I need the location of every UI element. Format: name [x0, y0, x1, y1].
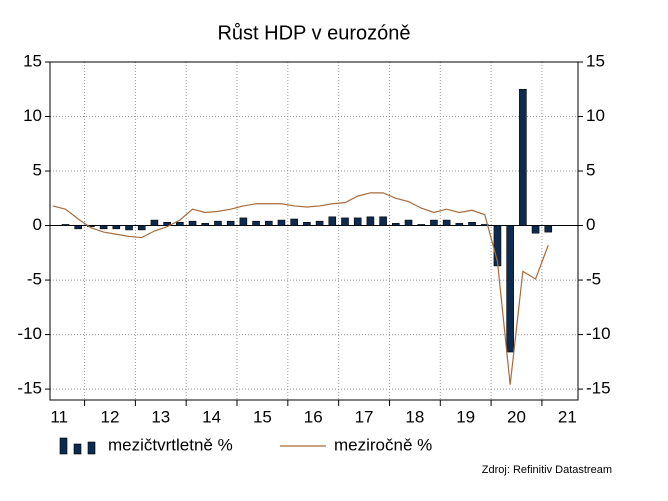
x-tick-label: 12	[101, 407, 120, 426]
legend-label: mezičtvrtletně %	[108, 435, 233, 454]
y-tick-label: -15	[17, 379, 42, 398]
x-tick-label: 18	[405, 407, 424, 426]
bar	[74, 225, 82, 230]
bar	[404, 219, 413, 226]
bar	[188, 220, 197, 226]
bar	[341, 217, 349, 226]
bar	[264, 220, 273, 226]
legend-label: meziročně %	[334, 435, 432, 454]
legend-swatch	[73, 443, 82, 455]
x-tick-label: 16	[304, 407, 323, 426]
x-tick-label: 17	[355, 407, 374, 426]
bar	[137, 225, 146, 231]
x-tick-label: 14	[202, 407, 221, 426]
x-tick-label: 15	[253, 407, 272, 426]
bar	[392, 223, 400, 226]
bar	[150, 219, 159, 226]
y-tick-label: -5	[27, 270, 42, 289]
bar	[87, 225, 95, 227]
y2-tick-label: -15	[586, 379, 611, 398]
line	[52, 192, 549, 385]
y2-tick-label: -10	[586, 324, 611, 343]
y2-tick-label: -5	[586, 270, 601, 289]
y-tick-label: 0	[33, 215, 42, 234]
bar	[531, 225, 540, 234]
legend-swatch	[59, 437, 68, 455]
y2-tick-label: 10	[586, 106, 605, 125]
y2-tick-label: 15	[586, 51, 605, 70]
bar	[112, 225, 121, 230]
bar	[328, 216, 337, 226]
source-note: Zdroj: Refinitiv Datastream	[482, 464, 612, 476]
y2-tick-label: 0	[586, 215, 595, 234]
bar	[252, 220, 260, 226]
bar	[163, 221, 171, 226]
bar	[430, 219, 438, 226]
bar	[176, 221, 184, 226]
bar	[201, 223, 210, 226]
bar	[468, 221, 476, 226]
bar	[303, 221, 311, 226]
bar	[125, 225, 133, 231]
bar	[61, 224, 70, 226]
bar	[226, 220, 235, 226]
bar	[290, 218, 298, 226]
bar	[277, 219, 286, 226]
legend-swatch	[87, 441, 96, 455]
y-tick-label: 10	[23, 106, 42, 125]
bar	[455, 223, 464, 226]
chart-title: Růst HDP v eurozóně	[217, 22, 410, 44]
bar	[239, 217, 248, 226]
bar	[544, 225, 553, 233]
x-tick-label: 13	[151, 407, 170, 426]
x-tick-label: 11	[50, 407, 68, 426]
bar	[506, 225, 514, 353]
bar	[353, 217, 362, 226]
bar	[480, 224, 489, 226]
bar	[366, 216, 375, 226]
y-tick-label: 15	[23, 51, 42, 70]
y-tick-label: -10	[17, 324, 42, 343]
plot-frame	[49, 61, 579, 401]
bar	[442, 219, 451, 226]
bar	[99, 225, 108, 230]
bar	[214, 220, 222, 226]
bar	[379, 216, 387, 226]
bar	[315, 220, 324, 226]
x-tick-label: 21	[558, 407, 577, 426]
bar	[417, 224, 426, 226]
y-tick-label: 5	[33, 161, 42, 180]
bar	[519, 88, 527, 226]
x-tick-label: 20	[507, 407, 526, 426]
x-tick-label: 19	[456, 407, 475, 426]
y2-tick-label: 5	[586, 161, 595, 180]
